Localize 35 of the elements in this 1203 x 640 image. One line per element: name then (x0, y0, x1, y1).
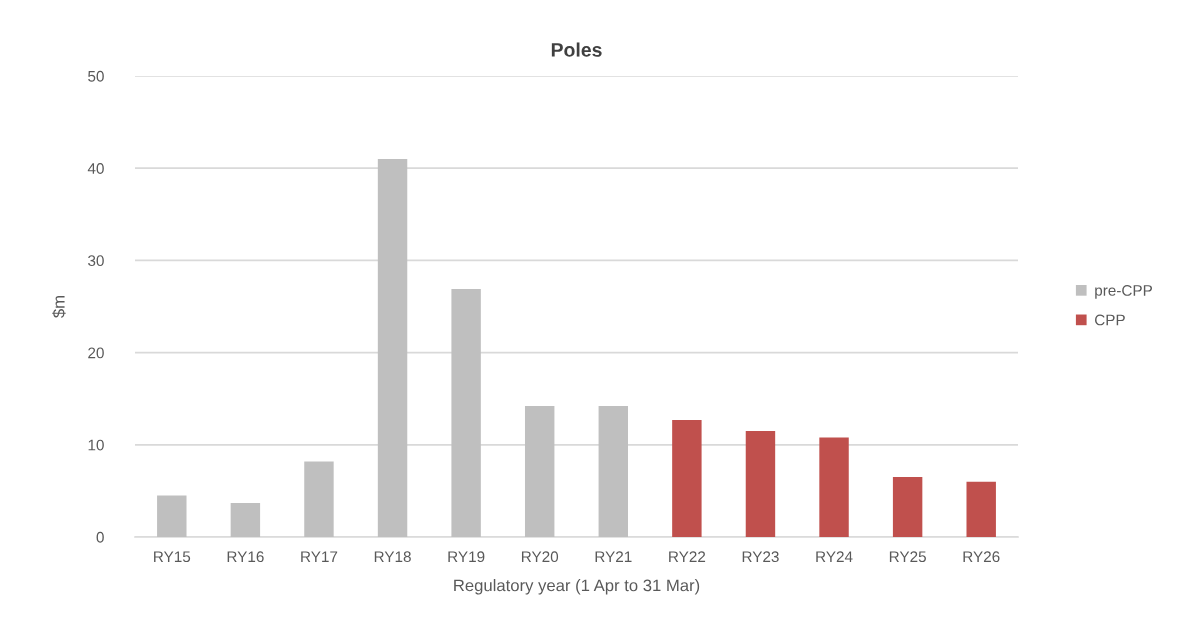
y-tick-label: 10 (88, 439, 104, 451)
y-tick-label: 40 (87, 163, 104, 174)
y-tick-label: 20 (88, 347, 104, 359)
legend-label: CPP (1095, 314, 1125, 326)
bar (892, 477, 923, 537)
bar (672, 419, 702, 537)
y-tick-label: 50 (88, 70, 104, 82)
x-tick-label: RY23 (742, 551, 779, 563)
bar (524, 406, 555, 537)
bar (157, 495, 187, 537)
bar (598, 406, 629, 537)
x-tick-label: RY24 (816, 551, 853, 562)
y-tick-label: 0 (96, 531, 104, 543)
bar (451, 288, 481, 537)
x-tick-label: RY19 (448, 551, 485, 563)
x-tick-label: RY16 (227, 551, 264, 563)
x-tick-label: RY21 (595, 551, 632, 562)
x-tick-label: RY18 (374, 551, 411, 563)
x-tick-label: RY17 (301, 551, 338, 562)
x-tick-label: RY26 (963, 551, 1000, 563)
bar (304, 461, 334, 537)
x-tick-label: RY25 (889, 551, 926, 563)
bar (377, 158, 408, 537)
bar (819, 437, 849, 537)
legend-label: pre-CPP (1095, 285, 1153, 299)
x-tick-label: RY22 (669, 551, 706, 562)
y-axis-title: $m (52, 296, 66, 318)
y-tick-label: 30 (88, 255, 104, 267)
chart-title: Poles (551, 42, 602, 57)
x-axis-title: Regulatory year (1 Apr to 31 Mar) (454, 579, 700, 595)
bar (230, 502, 261, 537)
bar (966, 481, 996, 537)
x-tick-label: RY20 (521, 551, 559, 563)
bar (745, 430, 776, 537)
x-tick-label: RY15 (154, 551, 191, 563)
